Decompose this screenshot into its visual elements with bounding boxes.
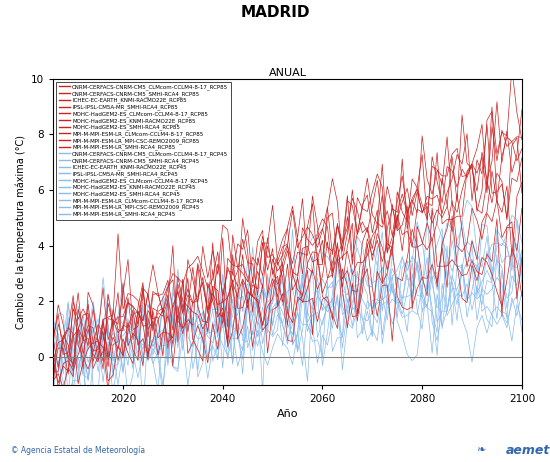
Text: ❧: ❧: [476, 445, 485, 456]
Text: MADRID: MADRID: [240, 5, 310, 19]
Y-axis label: Cambio de la temperatura máxima (°C): Cambio de la temperatura máxima (°C): [15, 135, 25, 329]
Text: © Agencia Estatal de Meteorología: © Agencia Estatal de Meteorología: [11, 446, 145, 455]
Title: ANUAL: ANUAL: [268, 68, 306, 78]
X-axis label: Año: Año: [277, 409, 298, 419]
Text: aemet: aemet: [506, 444, 550, 457]
Legend: CNRM-CERFACS-CNRM-CM5_CLMcom-CCLM4-8-17_RCP85, CNRM-CERFACS-CNRM-CM5_SMHI-RCA4_R: CNRM-CERFACS-CNRM-CM5_CLMcom-CCLM4-8-17_…: [56, 82, 231, 220]
